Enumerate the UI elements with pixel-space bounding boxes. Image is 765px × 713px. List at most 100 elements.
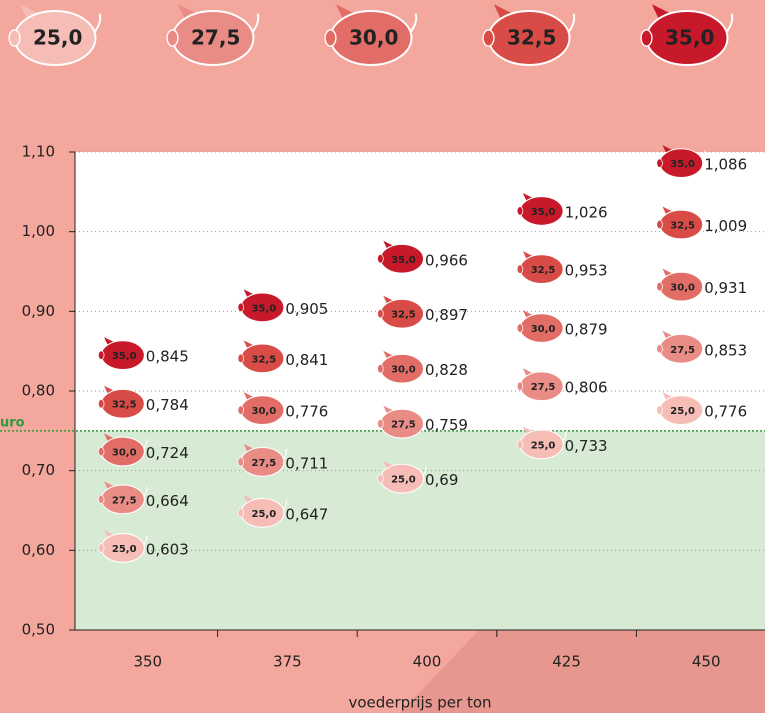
value-label: 1,009	[704, 217, 747, 235]
value-label: 0,841	[285, 351, 328, 369]
pig-label: 25,0	[670, 406, 695, 417]
pig-label: 25,0	[112, 544, 137, 555]
value-label: 0,853	[704, 341, 747, 359]
pig-label: 27,5	[531, 382, 556, 393]
pig-tail	[701, 150, 706, 161]
pig-tail	[282, 448, 288, 460]
pig: 32,5	[377, 295, 427, 329]
pig: 27,5	[97, 481, 148, 515]
pig: 32,5	[516, 251, 567, 285]
pig-label: 32,5	[531, 265, 556, 276]
value-label: 0,953	[565, 262, 608, 280]
pig-tail	[701, 396, 706, 408]
pig-tail	[143, 390, 148, 402]
pig-snout	[656, 405, 663, 415]
y-tick-label: 0,80	[22, 382, 55, 400]
pig: 25,0	[516, 426, 567, 460]
pig: 30,0	[516, 310, 567, 344]
value-label: 0,905	[285, 300, 328, 318]
pig-snout	[97, 543, 105, 553]
y-tick-label: 1,10	[22, 143, 55, 161]
x-axis-label: voederprijs per ton	[348, 694, 491, 712]
pig: 27,5	[656, 330, 706, 364]
x-tick-label: 450	[692, 653, 721, 671]
pig: 25,0	[97, 529, 148, 563]
pig-tail	[567, 13, 576, 34]
pig: 25,0	[237, 494, 288, 528]
pig-tail	[562, 197, 567, 209]
pig-label: 30,0	[531, 324, 556, 335]
pig-tail	[93, 13, 102, 34]
pig-label: 27,5	[191, 26, 240, 50]
pig: 32,5	[482, 4, 576, 67]
pig-tail	[725, 13, 734, 34]
pig: 30,0	[324, 4, 418, 67]
pig-snout	[377, 254, 384, 264]
value-label: 0,724	[146, 444, 189, 462]
pig-tail	[422, 245, 427, 257]
pig-tail	[562, 314, 567, 326]
y-tick-label: 1,00	[22, 222, 55, 240]
pig-label: 25,0	[531, 440, 556, 451]
pig-label: 30,0	[391, 365, 416, 376]
pig-snout	[516, 323, 524, 333]
pig-label: 32,5	[251, 354, 276, 365]
pig: 27,5	[377, 405, 427, 439]
pig: 27,5	[516, 368, 567, 402]
pig-snout	[516, 381, 524, 391]
pig-tail	[422, 410, 427, 422]
pig-snout	[656, 158, 663, 168]
pig-tail	[143, 486, 148, 497]
threshold-label: uro	[0, 415, 25, 430]
pig-label: 32,5	[112, 400, 137, 411]
value-label: 0,806	[565, 379, 608, 397]
pig-label: 27,5	[670, 345, 695, 356]
pig-snout	[377, 309, 384, 319]
value-label: 1,086	[704, 156, 747, 174]
pig-tail	[422, 355, 427, 367]
pig-tail	[282, 396, 288, 408]
pig: 32,5	[237, 340, 288, 374]
pig: 32,5	[656, 206, 706, 240]
pig-snout	[640, 29, 653, 47]
pig-tail	[143, 534, 148, 546]
pig-tail	[282, 499, 288, 511]
pig: 30,0	[97, 433, 148, 467]
pig-snout	[516, 439, 524, 450]
value-label: 0,664	[146, 492, 189, 510]
pig-tail	[251, 13, 260, 34]
pig-snout	[377, 364, 384, 374]
x-tick-label: 350	[133, 653, 162, 671]
pig-label: 32,5	[507, 26, 556, 50]
x-tick-label: 400	[413, 653, 442, 671]
pig: 35,0	[377, 240, 427, 274]
value-label: 0,733	[565, 437, 608, 455]
pig: 25,0	[8, 4, 102, 67]
pig: 27,5	[166, 4, 260, 67]
x-tick-label: 425	[552, 653, 581, 671]
pig-label: 25,0	[391, 475, 416, 486]
pig-snout	[377, 473, 384, 484]
pig: 25,0	[656, 392, 706, 426]
pig-snout	[482, 29, 495, 47]
pig: 30,0	[656, 268, 706, 302]
pig-snout	[237, 508, 245, 518]
pig-snout	[516, 206, 524, 216]
pig-tail	[282, 345, 288, 356]
pig: 35,0	[640, 4, 734, 67]
value-label: 0,647	[285, 505, 328, 523]
pig-tail	[562, 373, 567, 384]
pig-tail	[422, 300, 427, 312]
pig-tail	[143, 438, 148, 449]
pig-label: 25,0	[33, 26, 82, 50]
pig: 27,5	[237, 443, 288, 477]
x-tick-label: 375	[273, 653, 302, 671]
pig-label: 35,0	[251, 303, 276, 314]
pig-tail	[143, 342, 148, 353]
pig-label: 30,0	[251, 406, 276, 417]
value-label: 0,776	[285, 403, 328, 421]
pig-tail	[562, 255, 567, 267]
pig-label: 35,0	[531, 207, 556, 218]
pig-snout	[97, 350, 105, 360]
